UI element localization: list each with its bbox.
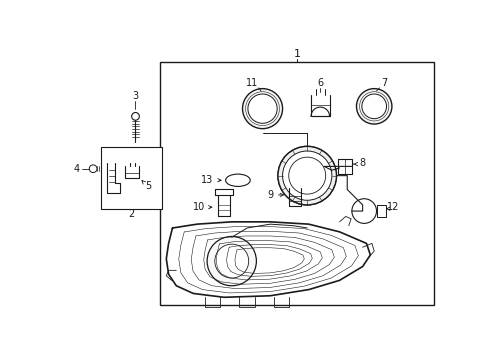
Ellipse shape: [225, 174, 250, 186]
Circle shape: [207, 237, 256, 286]
Circle shape: [361, 94, 386, 119]
Circle shape: [288, 157, 325, 194]
Bar: [101, 147, 162, 209]
Text: 7: 7: [380, 78, 386, 88]
Text: 9: 9: [266, 190, 273, 200]
Circle shape: [351, 199, 376, 223]
Text: 4: 4: [73, 164, 79, 174]
Text: 12: 12: [386, 202, 399, 212]
Text: 3: 3: [132, 91, 138, 100]
Text: 13: 13: [201, 175, 213, 185]
Circle shape: [214, 244, 248, 278]
Circle shape: [277, 147, 336, 205]
Text: 8: 8: [359, 158, 365, 167]
Bar: [160, 62, 433, 305]
Text: 6: 6: [317, 78, 323, 88]
Text: 2: 2: [128, 209, 135, 219]
Circle shape: [242, 89, 282, 129]
Text: 5: 5: [145, 181, 151, 191]
Circle shape: [247, 94, 277, 123]
Circle shape: [356, 89, 391, 124]
Circle shape: [131, 112, 139, 120]
Text: 11: 11: [246, 78, 258, 88]
Circle shape: [89, 165, 97, 172]
Circle shape: [282, 151, 331, 200]
Text: 10: 10: [193, 202, 205, 212]
Text: 1: 1: [293, 49, 300, 59]
